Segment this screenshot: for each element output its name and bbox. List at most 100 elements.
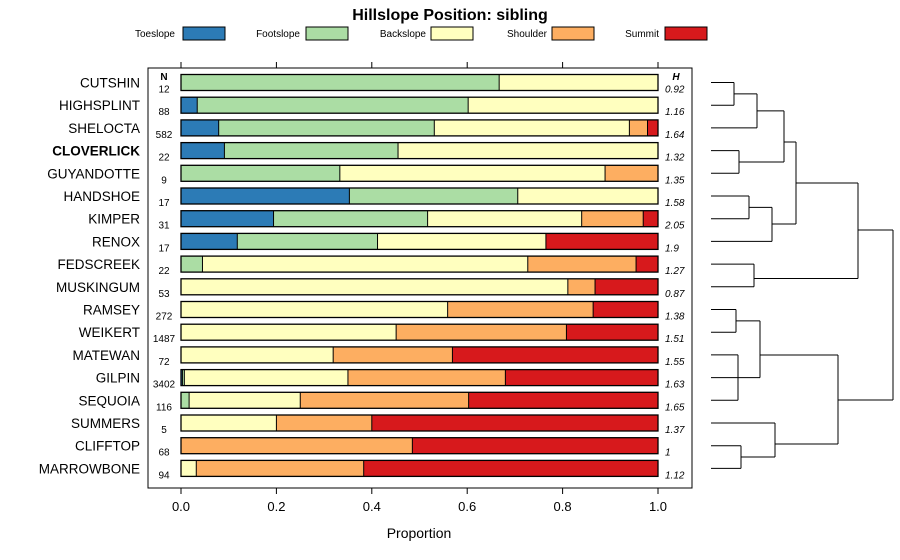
bar-segment bbox=[468, 97, 658, 114]
bar-segment bbox=[377, 233, 546, 250]
n-value: 5 bbox=[161, 425, 167, 436]
row-label: WEIKERT bbox=[79, 325, 140, 340]
legend-label: Backslope bbox=[380, 29, 427, 40]
legend-label: Toeslope bbox=[135, 29, 175, 40]
bar-outline bbox=[180, 119, 659, 137]
h-value: 1.37 bbox=[665, 425, 685, 436]
h-value: 1.35 bbox=[665, 175, 685, 186]
legend-swatch bbox=[551, 26, 595, 41]
bar-outline bbox=[180, 300, 659, 319]
bar-outline bbox=[180, 73, 659, 92]
bar-segment bbox=[517, 188, 658, 204]
bar-segment bbox=[595, 278, 658, 295]
n-value: 53 bbox=[158, 289, 170, 300]
bar-segment bbox=[197, 97, 469, 114]
legend-swatch bbox=[664, 26, 708, 41]
row-label: FEDSCREEK bbox=[57, 257, 140, 272]
bar-segment bbox=[527, 256, 637, 273]
x-tick-label: 0.8 bbox=[554, 499, 572, 514]
row-label: MUSKINGUM bbox=[56, 280, 140, 295]
chart-title: Hillslope Position: sibling bbox=[352, 7, 548, 24]
bar-outline bbox=[180, 414, 659, 432]
row-label: CLIFFTOP bbox=[75, 439, 140, 454]
bar-outline bbox=[180, 278, 659, 296]
bar-segment bbox=[447, 301, 594, 318]
x-axis: 0.0 0.2 0.4 0.6 0.8 1.0 bbox=[172, 62, 667, 514]
bar-segment bbox=[349, 188, 518, 204]
x-tick-label: 0.2 bbox=[267, 499, 285, 514]
bar-outline bbox=[180, 255, 659, 273]
x-tick-label: 0.6 bbox=[458, 499, 476, 514]
h-value: 1.16 bbox=[665, 107, 685, 118]
row-label: RAMSEY bbox=[83, 303, 140, 318]
bar-segment bbox=[202, 256, 528, 273]
bar-segment bbox=[581, 210, 644, 227]
n-column-header: N bbox=[160, 72, 167, 83]
n-value: 94 bbox=[158, 470, 170, 481]
n-value: 272 bbox=[156, 312, 173, 323]
h-value: 2.05 bbox=[664, 221, 685, 232]
n-value: 3402 bbox=[153, 380, 176, 391]
bar-segment bbox=[396, 324, 567, 341]
bar-segment bbox=[181, 415, 277, 431]
bar-outline bbox=[180, 96, 659, 114]
n-value: 17 bbox=[158, 198, 170, 209]
h-value: 1.9 bbox=[665, 243, 679, 254]
h-value: 1.65 bbox=[665, 402, 685, 413]
h-value: 1.55 bbox=[665, 357, 685, 368]
n-value: 12 bbox=[158, 85, 170, 96]
n-value: 31 bbox=[158, 221, 170, 232]
bar-segment bbox=[218, 119, 435, 136]
row-label: SEQUOIA bbox=[78, 393, 140, 408]
bar-segment bbox=[412, 437, 658, 454]
x-axis-title: Proportion bbox=[387, 525, 452, 541]
plot-frame bbox=[147, 67, 693, 489]
legend-swatch bbox=[182, 26, 226, 41]
bar-segment bbox=[499, 74, 658, 91]
bar-segment bbox=[181, 301, 448, 318]
bar-outline bbox=[180, 323, 659, 341]
row-label: HIGHSPLINT bbox=[59, 98, 140, 113]
h-value: 1.27 bbox=[665, 266, 685, 277]
row-label: GILPIN bbox=[96, 371, 140, 386]
bar-segment bbox=[181, 142, 225, 159]
bar-segment bbox=[276, 415, 372, 431]
bar-segment bbox=[371, 415, 658, 431]
bar-outline bbox=[180, 232, 659, 251]
h-value: 0.87 bbox=[665, 289, 685, 300]
row-label: GUYANDOTTE bbox=[47, 166, 140, 181]
row-label: KIMPER bbox=[88, 212, 140, 227]
bar-segment bbox=[224, 142, 399, 159]
bar-segment bbox=[181, 278, 568, 295]
bar-outline bbox=[180, 437, 659, 455]
bar-outline bbox=[180, 210, 659, 228]
bar-segment bbox=[647, 119, 658, 136]
n-value: 1487 bbox=[153, 334, 176, 345]
bar-segment bbox=[181, 165, 340, 182]
bar-segment bbox=[181, 369, 183, 386]
n-value: 68 bbox=[158, 448, 170, 459]
bar-segment bbox=[398, 142, 658, 159]
h-value: 1.58 bbox=[665, 198, 685, 209]
row-label: HANDSHOE bbox=[63, 189, 140, 204]
h-value: 1.12 bbox=[665, 470, 685, 481]
h-value: 1 bbox=[665, 448, 671, 459]
n-value: 88 bbox=[158, 107, 170, 118]
bar-segment bbox=[181, 97, 198, 114]
x-tick-label: 0.0 bbox=[172, 499, 190, 514]
h-value: 0.92 bbox=[665, 85, 685, 96]
h-value: 1.63 bbox=[665, 380, 685, 391]
bar-segment bbox=[452, 346, 658, 363]
bar-segment bbox=[181, 324, 397, 341]
bar-segment bbox=[636, 256, 658, 273]
bar-outline bbox=[180, 187, 659, 205]
bar-segment bbox=[300, 392, 469, 409]
legend-swatch bbox=[305, 26, 349, 41]
legend: Toeslope Footslope Backslope Shoulder Summit bbox=[135, 26, 708, 41]
bar-segment bbox=[593, 301, 658, 318]
bar-segment bbox=[182, 369, 185, 386]
bar-outline bbox=[180, 459, 659, 478]
n-value: 22 bbox=[158, 153, 170, 164]
bar-segment bbox=[505, 369, 658, 386]
